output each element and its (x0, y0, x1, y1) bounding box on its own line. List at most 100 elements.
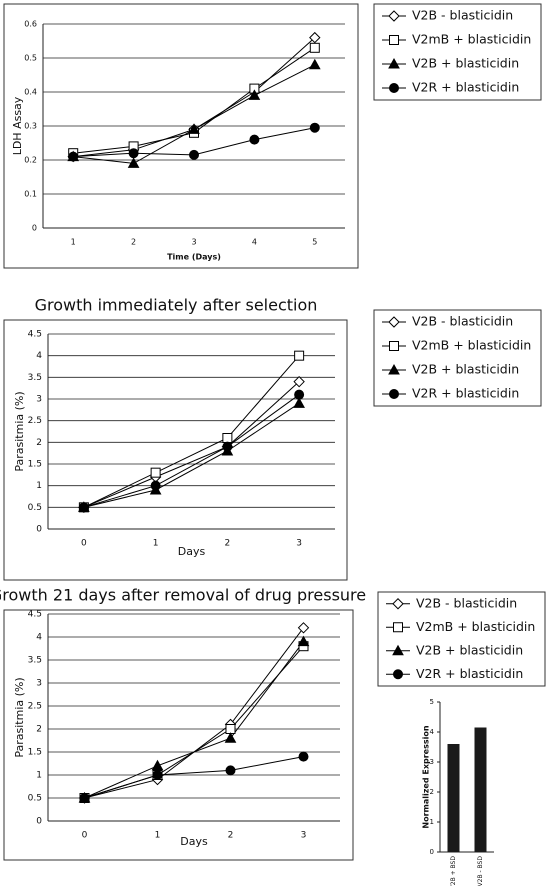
marker (188, 123, 200, 134)
marker (393, 669, 403, 680)
x-axis-label: Time (Days) (167, 253, 221, 262)
series-line (84, 756, 304, 799)
y-tick-label: 4 (430, 728, 435, 736)
legend-box (373, 309, 542, 407)
y-tick-label: 0.5 (28, 503, 42, 513)
legend-label: V2B - blasticidin (412, 314, 513, 329)
marker (297, 635, 310, 647)
x-axis-label: Days (178, 545, 206, 558)
marker (225, 765, 236, 776)
chart-title: Growth immediately after selection (35, 296, 318, 315)
marker (293, 397, 305, 408)
marker (389, 35, 399, 45)
marker (222, 441, 233, 452)
marker (393, 622, 403, 633)
legend-label: V2R + blasticidin (412, 80, 519, 95)
y-tick-label: 0.6 (24, 20, 37, 29)
y-tick-label: 4 (36, 351, 42, 361)
x-tick-label: 3 (296, 539, 302, 549)
legend-label: V2mB + blasticidin (412, 338, 531, 353)
y-tick-label: 4.5 (28, 330, 42, 340)
legend-label: V2B + blasticidin (412, 56, 519, 71)
y-tick-label: 1.5 (28, 748, 42, 758)
marker (389, 389, 399, 399)
legend-label: V2R + blasticidin (412, 386, 519, 401)
marker (68, 151, 79, 162)
marker (249, 134, 260, 145)
chart-frame (3, 609, 354, 861)
y-tick-label: 0.5 (28, 794, 42, 804)
chart-frame (3, 3, 359, 269)
y-tick-label: 3.5 (28, 373, 42, 383)
marker (150, 480, 161, 491)
bar (474, 727, 487, 852)
marker (309, 42, 320, 53)
x-tick-label: 1 (153, 539, 159, 549)
marker (225, 724, 236, 734)
y-tick-label: 2 (430, 788, 434, 796)
series-line (83, 381, 300, 508)
marker (152, 770, 163, 780)
legend-box (373, 3, 542, 101)
y-tick-label: 0.2 (24, 156, 37, 165)
marker (298, 751, 309, 762)
x-tick-label: 5 (312, 238, 317, 247)
series-line (83, 355, 300, 508)
legend-label: V2B - blasticidin (412, 8, 513, 23)
marker (388, 316, 400, 328)
x-tick-label: V2B - BSD (477, 856, 484, 886)
y-tick-label: 4.5 (28, 610, 42, 620)
y-tick-label: 4 (36, 633, 42, 643)
y-tick-label: 0 (32, 224, 37, 233)
legend-label: V2B - blasticidin (416, 595, 517, 610)
y-axis-label: Normalized Expression (422, 725, 431, 828)
marker (248, 89, 261, 100)
y-tick-label: 0.1 (24, 190, 37, 199)
y-axis-label: Parasitmia (%) (13, 391, 26, 471)
legend-label: V2B + blasticidin (416, 642, 523, 657)
y-tick-label: 1 (430, 818, 434, 826)
y-tick-label: 3.5 (28, 656, 42, 666)
y-tick-label: 1.5 (28, 460, 42, 470)
y-tick-label: 3 (36, 679, 42, 689)
marker (388, 363, 400, 375)
y-tick-label: 3 (430, 758, 434, 766)
series-line (73, 64, 316, 164)
marker (309, 31, 321, 44)
legend-label: V2B + blasticidin (412, 362, 519, 377)
x-axis-label: Days (180, 835, 208, 848)
series-line (84, 641, 304, 799)
y-axis-label: LDH Assay (11, 96, 24, 155)
marker (150, 467, 161, 478)
y-tick-label: 2 (36, 438, 42, 448)
x-tick-label: 3 (301, 831, 307, 841)
marker (309, 122, 320, 133)
y-tick-label: 1 (36, 771, 42, 781)
marker (151, 759, 164, 771)
legend-label: V2mB + blasticidin (412, 32, 531, 47)
x-tick-label: V2B + BSD (450, 856, 457, 886)
marker (389, 83, 399, 93)
y-tick-label: 3 (36, 395, 42, 405)
y-tick-label: 0.3 (24, 122, 37, 131)
series-line (83, 394, 300, 508)
x-tick-label: 0 (81, 539, 87, 549)
y-tick-label: 2 (36, 725, 42, 735)
marker (294, 350, 305, 361)
x-tick-label: 2 (225, 539, 231, 549)
marker (293, 375, 305, 388)
marker (388, 57, 400, 69)
y-tick-label: 0.4 (24, 88, 37, 97)
x-tick-label: 1 (155, 831, 161, 841)
marker (224, 732, 237, 743)
x-tick-label: 1 (71, 238, 76, 247)
x-tick-label: 4 (252, 238, 257, 247)
marker (297, 622, 310, 634)
marker (128, 148, 139, 159)
y-tick-label: 1 (36, 481, 42, 491)
y-tick-label: 0.5 (24, 54, 37, 63)
y-tick-label: 0 (430, 848, 434, 856)
marker (222, 433, 233, 443)
y-tick-label: 2.5 (28, 416, 42, 426)
